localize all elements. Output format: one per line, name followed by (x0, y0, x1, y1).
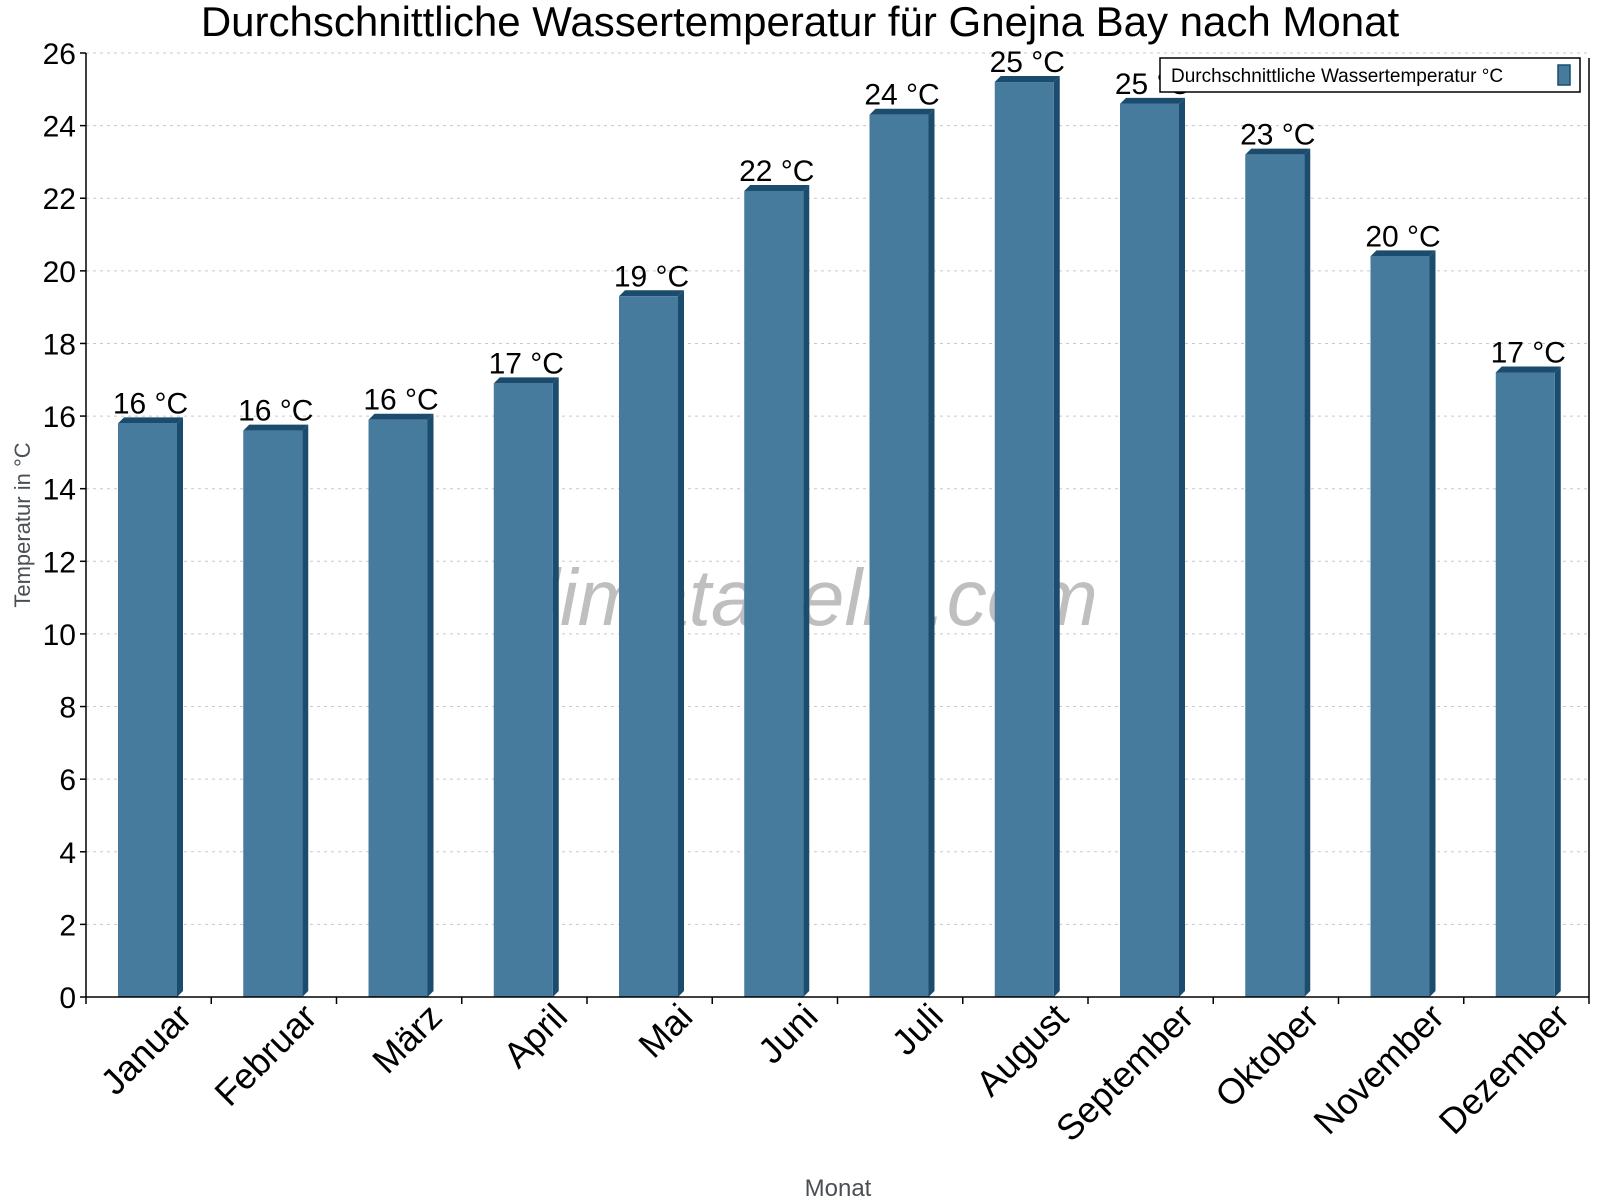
data-label: 16 °C (113, 387, 188, 420)
bar-group: 24 °C (864, 79, 940, 997)
bar-side (1429, 250, 1436, 998)
data-label: 20 °C (1365, 220, 1440, 253)
bar-group: 22 °C (739, 155, 814, 997)
legend-swatch (1557, 64, 1571, 86)
x-tick-label: November (1305, 996, 1451, 1142)
bar-group: 25 °C (990, 46, 1065, 998)
data-label: 22 °C (739, 155, 814, 188)
x-tick-label: Juni (750, 996, 826, 1072)
y-tick-label: 6 (59, 764, 76, 797)
bar (619, 296, 678, 997)
bar-group: 16 °C (238, 395, 313, 998)
bar-top (118, 417, 183, 424)
bar (243, 430, 303, 998)
data-label: 16 °C (363, 384, 438, 417)
bar-group: 23 °C (1240, 119, 1315, 997)
x-axis-title: Monat (805, 1175, 872, 1200)
bar (1495, 372, 1555, 997)
data-label: 17 °C (489, 347, 564, 380)
bar (994, 82, 1054, 998)
x-tick-label: Dezember (1431, 996, 1577, 1142)
bars: 16 °C 16 °C 16 °C 17 °C 19 °C 22 °C 24 °C 25 °C… (113, 46, 1566, 998)
bar-side (1554, 366, 1561, 997)
y-tick-label: 24 (43, 111, 76, 144)
x-tick-label: März (364, 996, 450, 1082)
bar-side (1179, 97, 1185, 998)
y-tick-label: 2 (59, 909, 76, 942)
grid-lines (86, 52, 1589, 925)
y-tick-label: 0 (59, 982, 76, 1015)
data-label: 23 °C (1240, 119, 1315, 152)
y-tick-label: 16 (43, 401, 76, 434)
bar-top (1245, 148, 1311, 155)
bar-top (493, 377, 559, 384)
bar-side (1304, 148, 1311, 997)
bar-top (243, 424, 309, 431)
y-tick-label: 4 (59, 837, 76, 870)
y-axis-title: Temperatur in °C (10, 442, 35, 607)
bar (493, 383, 553, 997)
bar-top (1370, 250, 1436, 257)
bar (744, 190, 804, 997)
legend-box (1159, 57, 1581, 93)
x-tick-label: Mai (630, 996, 700, 1066)
data-label: 19 °C (614, 260, 689, 293)
bar-top (1495, 366, 1561, 373)
legend-label: Durchschnittliche Wassertemperatur °C (1171, 66, 1503, 87)
legend: Durchschnittliche Wassertemperatur °C (1159, 57, 1581, 93)
x-tick-label: Oktober (1207, 996, 1327, 1116)
bar (1370, 256, 1430, 997)
y-tick-label: 22 (43, 183, 76, 216)
y-tick-label: 14 (43, 474, 76, 507)
chart-title: Durchschnittliche Wassertemperatur für G… (201, 0, 1400, 45)
x-tick-label: August (968, 996, 1076, 1104)
bar-group: 17 °C (1491, 337, 1566, 997)
y-tick-label: 20 (43, 256, 76, 289)
bar-group: 25 °C (1115, 68, 1190, 998)
y-tick-label: 10 (43, 619, 76, 652)
bar (1120, 103, 1179, 998)
y-tick-label: 8 (59, 692, 76, 725)
bar-side (678, 290, 684, 997)
bar-side (177, 417, 183, 997)
data-label: 25 °C (990, 46, 1065, 79)
y-tick-label: 12 (43, 546, 76, 579)
bar-top (1120, 97, 1185, 104)
data-label: 24 °C (864, 79, 939, 112)
bar-side (803, 184, 810, 997)
bar (118, 423, 177, 997)
data-label: 16 °C (238, 395, 313, 428)
bar-group: 17 °C (489, 347, 564, 997)
data-label: 17 °C (1491, 337, 1566, 370)
bar (368, 419, 428, 997)
bar-group: 20 °C (1365, 220, 1441, 998)
bar (1245, 154, 1305, 997)
bar-top (368, 413, 434, 420)
x-tick-label: September (1048, 996, 1202, 1150)
bar-side (427, 413, 434, 997)
x-tick-label: Februar (206, 996, 324, 1114)
bar-side (928, 108, 935, 997)
bar-group: 19 °C (614, 260, 689, 997)
bar-side (1053, 76, 1060, 998)
y-tick-label: 18 (43, 328, 76, 361)
x-tick-label: Juli (884, 996, 951, 1063)
y-tick-label: 26 (43, 38, 76, 71)
bar-side (302, 424, 309, 998)
x-tick-label: April (495, 996, 575, 1076)
bar-top (994, 76, 1060, 83)
bar-group: 16 °C (363, 384, 439, 997)
bar-group: 16 °C (113, 387, 188, 997)
bar-top (619, 290, 684, 297)
bar-top (744, 184, 810, 191)
bar-side (552, 377, 559, 997)
x-tick-label: Januar (92, 996, 199, 1103)
bar-top (869, 108, 935, 115)
bar (869, 114, 929, 997)
